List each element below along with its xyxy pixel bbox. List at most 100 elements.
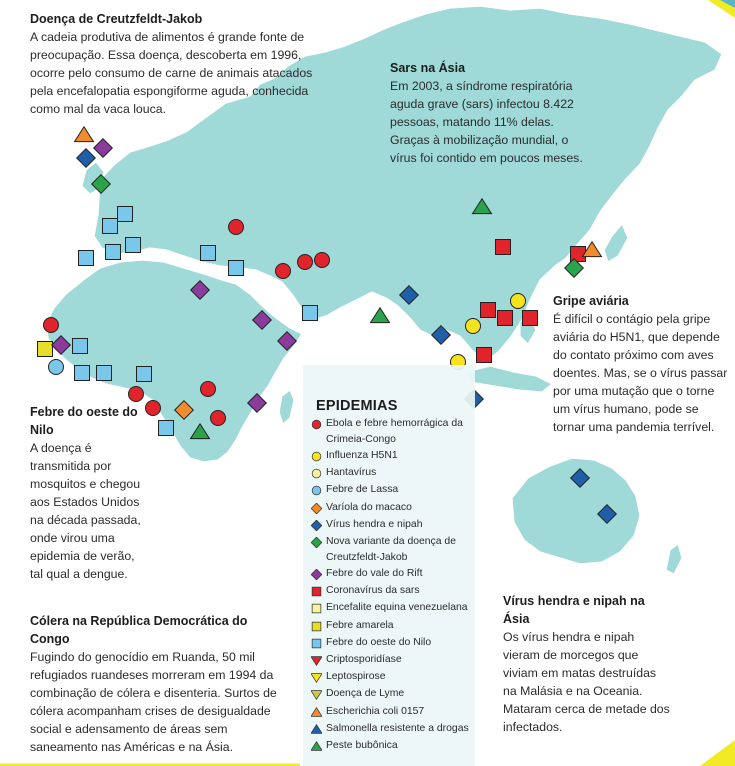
marker-circle — [314, 252, 330, 268]
marker-diamond — [251, 309, 273, 331]
legend-symbol-diamond-icon — [311, 502, 322, 514]
legend-item: Leptospirose — [311, 669, 481, 685]
marker-square — [105, 244, 121, 260]
marker-square — [72, 338, 88, 354]
note-title: Gripe aviária — [553, 294, 629, 308]
note-title: Cólera na República Democrática do Congo — [30, 614, 248, 646]
legend-item-label: Criptosporidíase — [326, 654, 402, 665]
legend-symbol-tri-down-icon — [311, 656, 322, 666]
note-hendra-nipah: Vírus hendra e nipah na Ásia Os vírus he… — [503, 592, 673, 736]
marker-square — [522, 310, 538, 326]
note-body: É difícil o contágio pela gripe aviária … — [553, 312, 728, 434]
marker-diamond — [430, 324, 452, 346]
marker-square — [158, 420, 174, 436]
marker-square — [37, 341, 53, 357]
legend-item-label: Escherichia coli 0157 — [326, 705, 425, 717]
marker-circle — [43, 317, 59, 333]
note-body: Em 2003, a síndrome respiratória aguda g… — [390, 79, 583, 165]
legend-symbol-square-icon — [311, 638, 322, 649]
marker-square — [497, 310, 513, 326]
legend-item: Escherichia coli 0157 — [311, 704, 481, 720]
marker-diamond — [276, 330, 298, 352]
land-new-zealand — [665, 543, 683, 575]
marker-circle — [297, 254, 313, 270]
legend-item-label: Vírus hendra e nipah — [326, 518, 423, 530]
marker-diamond — [92, 137, 114, 159]
marker-square — [302, 305, 318, 321]
legend-item: Salmonella resistente a drogas — [311, 721, 481, 737]
note-body: A cadeia produtiva de alimentos é grande… — [30, 30, 313, 116]
marker-circle — [465, 318, 481, 334]
legend-symbol-circle-icon — [311, 486, 322, 496]
legend-symbol-tri-up-icon — [311, 723, 322, 734]
legend-item-label: Leptospirose — [326, 671, 386, 683]
legend-item: Nova variante da doença de Creutzfeldt-J… — [311, 534, 481, 567]
marker-square — [125, 237, 141, 253]
marker-diamond — [246, 392, 268, 414]
marker-circle — [275, 263, 291, 279]
legend-symbol-tri-down-icon — [311, 673, 322, 684]
marker-square — [495, 239, 511, 255]
note-sars-asia: Sars na Ásia Em 2003, a síndrome respira… — [390, 59, 590, 167]
note-febre-oeste-nilo: Febre do oeste do Nilo A doença é transm… — [30, 403, 145, 583]
legend-symbol-circle-icon — [311, 468, 322, 479]
marker-tri-up — [369, 306, 391, 324]
marker-square — [476, 347, 492, 363]
marker-circle — [48, 359, 64, 375]
legend-symbol-diamond-icon — [311, 537, 322, 548]
note-title: Doença de Creutzfeldt-Jakob — [30, 12, 203, 26]
legend-item-label: Coronavírus da sars — [326, 585, 420, 597]
marker-diamond — [50, 334, 72, 356]
legend-item: Criptosporidíase — [311, 652, 481, 668]
legend-item: Coronavírus da sars — [311, 583, 481, 599]
accent-stripe-bottom — [700, 740, 735, 766]
legend-item-label: Influenza H5N1 — [326, 450, 398, 461]
legend-item-label: Febre de Lassa — [326, 484, 399, 496]
legend-item: Varíola do macaco — [311, 500, 481, 516]
marker-square — [136, 366, 152, 382]
marker-square — [102, 218, 118, 234]
legend-symbol-tri-up-icon — [311, 741, 322, 751]
legend-symbol-diamond-icon — [311, 519, 322, 531]
land-australia — [511, 457, 641, 565]
note-colera-congo: Cólera na República Democrática do Congo… — [30, 612, 290, 756]
legend-item-label: Febre do oeste do Nilo — [326, 636, 432, 648]
note-body: Fugindo do genocídio em Ruanda, 50 mil r… — [30, 650, 277, 754]
legend-title: EPIDEMIAS — [316, 398, 398, 414]
legend-symbol-diamond-icon — [311, 569, 322, 580]
legend: EPIDEMIAS Ebola e febre hemorrágica da C… — [303, 365, 475, 766]
marker-square — [480, 302, 496, 318]
marker-circle — [145, 400, 161, 416]
marker-circle — [210, 410, 226, 426]
marker-tri-up — [73, 125, 95, 143]
marker-tri-up — [471, 197, 493, 215]
marker-square — [78, 250, 94, 266]
marker-diamond — [563, 257, 585, 279]
accent-stripe-top-blue — [720, 0, 735, 8]
legend-item-label: Encefalite equina venezuelana — [326, 602, 468, 614]
note-body: A doença é transmitida por mosquitos e c… — [30, 441, 141, 581]
marker-diamond — [173, 399, 195, 421]
marker-square — [74, 365, 90, 381]
legend-item-label: Nova variante da doença de Creutzfeldt-J… — [326, 536, 456, 564]
legend-item: Ebola e febre hemorrágica da Crimeia-Con… — [311, 416, 481, 449]
legend-item: Encefalite equina venezuelana — [311, 600, 481, 616]
legend-item: Influenza H5N1 — [311, 448, 481, 464]
legend-item-label: Doença de Lyme — [326, 688, 405, 700]
legend-symbol-circle-icon — [311, 451, 322, 462]
marker-circle — [228, 219, 244, 235]
land-madagascar — [278, 389, 295, 425]
legend-item: Febre do oeste do Nilo — [311, 635, 481, 651]
legend-item: Vírus hendra e nipah — [311, 517, 481, 533]
note-title: Febre do oeste do Nilo — [30, 405, 138, 437]
land-eurasia — [93, 5, 723, 363]
legend-symbol-tri-down-icon — [311, 690, 322, 701]
legend-item: Peste bubônica — [311, 738, 481, 754]
marker-diamond — [75, 147, 97, 169]
land-japan — [603, 223, 629, 263]
legend-symbol-tri-up-icon — [311, 706, 322, 717]
legend-item-label: Febre do vale do Rift — [326, 568, 423, 579]
legend-symbol-circle-icon — [311, 419, 322, 430]
marker-circle — [200, 381, 216, 397]
